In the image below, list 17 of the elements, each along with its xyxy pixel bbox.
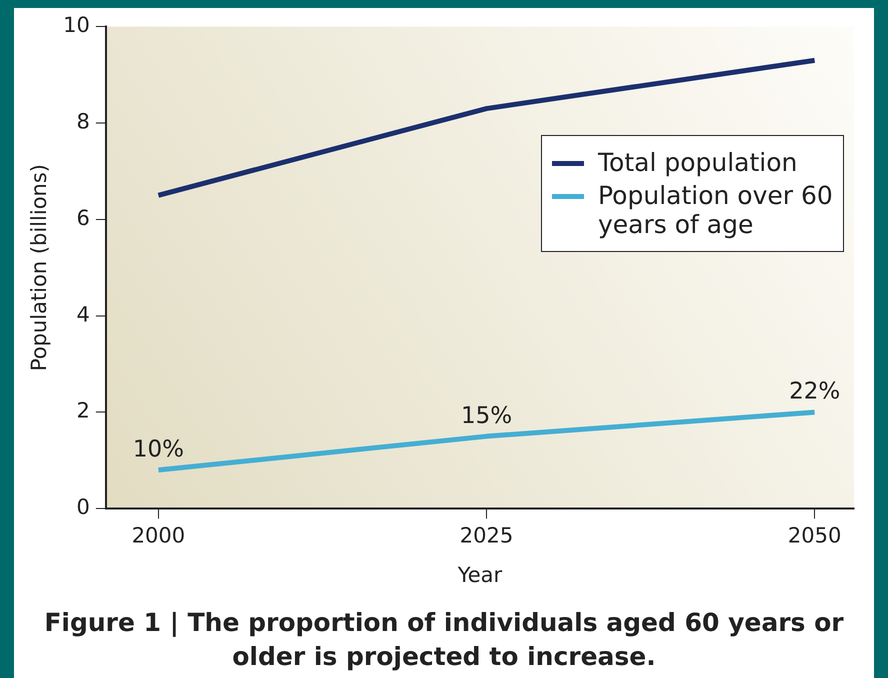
legend-label: Total population (598, 148, 798, 177)
y-tick-label: 2 (76, 398, 90, 423)
legend-label: Population over 60 years of age (598, 180, 833, 239)
y-tick-label: 0 (76, 495, 90, 520)
annotation: 15% (460, 402, 512, 429)
y-axis-title: Population (billions) (27, 164, 52, 372)
x-tick-label: 2050 (788, 524, 842, 548)
annotation: 22% (789, 378, 840, 405)
y-tick-label: 10 (63, 13, 90, 38)
x-tick-label: 2025 (460, 524, 514, 548)
y-tick-label: 6 (76, 206, 90, 230)
y-tick-label: 4 (76, 302, 90, 326)
caption: Figure 1 | The proportion of individuals aged 60 years or older is projected to increase. (43, 607, 845, 673)
annotation: 10% (132, 436, 184, 463)
x-axis-title: Year (456, 562, 503, 587)
x-tick-label: 2000 (132, 524, 186, 548)
y-tick-label: 8 (76, 109, 90, 134)
